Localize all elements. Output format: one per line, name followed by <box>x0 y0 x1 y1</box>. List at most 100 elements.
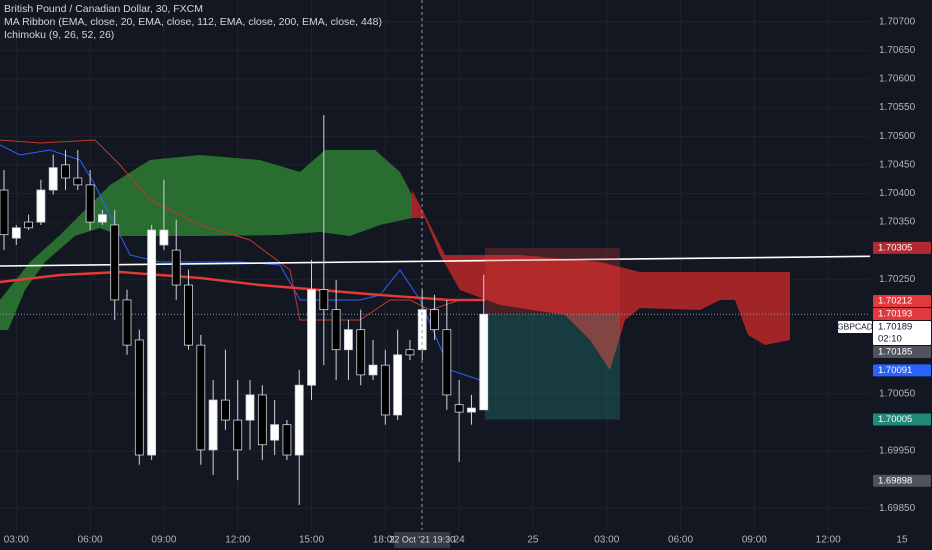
candle-body <box>11 227 21 239</box>
candle-body <box>319 289 329 311</box>
x-tick-label: 18:00 <box>373 535 398 546</box>
candle-body <box>147 229 157 456</box>
candle-body <box>134 339 144 456</box>
y-tick-label: 1.70350 <box>879 217 916 228</box>
price-countdown: 02:10 <box>878 334 902 345</box>
price-label-bg <box>873 321 931 346</box>
ichimoku-cloud-bear <box>412 190 790 370</box>
price-label: 1.70091 <box>878 365 912 376</box>
axes: 1.70700 1.70650 1.70600 1.70550 1.70500 1.704… <box>4 16 931 548</box>
candle-body <box>331 309 341 351</box>
candle-body <box>159 229 169 246</box>
x-tick-label: 03:00 <box>594 535 619 546</box>
candle-body <box>36 189 46 223</box>
crosshair-label: 22 Oct '21 19:30 <box>389 534 455 544</box>
y-tick-label: 1.69850 <box>879 503 916 514</box>
position-stop <box>485 247 620 315</box>
symbol-label: GBPCAD <box>837 321 873 331</box>
candle-body <box>454 404 464 413</box>
candle-body <box>61 164 70 179</box>
price-label-bg <box>873 308 931 321</box>
position-tool <box>0 247 870 420</box>
x-tick-label: 12:00 <box>816 535 841 546</box>
x-tick-label: 25 <box>527 535 539 546</box>
price-label: 1.69898 <box>878 475 912 486</box>
position-target <box>485 314 620 420</box>
candle-body <box>344 329 353 351</box>
candle-body <box>0 189 9 236</box>
price-label: 1.70189 <box>878 322 912 333</box>
price-axis <box>870 0 932 550</box>
y-tick-label: 1.70250 <box>879 274 916 285</box>
candles <box>0 115 489 505</box>
chart-title: British Pound / Canadian Dollar, 30, FXC… <box>4 3 203 15</box>
candle-body <box>85 184 95 223</box>
y-tick-label: 1.70650 <box>879 45 916 56</box>
candle-body <box>380 364 390 416</box>
price-label: 1.70005 <box>878 414 912 425</box>
crosshair-label-bg <box>394 532 451 548</box>
ema-line <box>0 270 485 302</box>
candle-body <box>48 167 58 191</box>
x-tick-label: 06:00 <box>78 535 103 546</box>
price-label: 1.70305 <box>878 242 912 253</box>
y-tick-label: 1.70600 <box>879 74 916 85</box>
x-tick-label: 12:00 <box>225 535 250 546</box>
y-tick-label: 1.70500 <box>879 131 916 142</box>
price-label-bg <box>873 474 931 487</box>
x-tick-label: 06:00 <box>668 535 693 546</box>
price-label-bg <box>873 364 931 377</box>
candle-body <box>356 329 366 376</box>
candle-body <box>221 399 230 421</box>
candle-body <box>368 364 378 376</box>
y-tick-label: 1.70400 <box>879 188 916 199</box>
candle-body <box>208 399 218 451</box>
ichimoku-cloud-bull <box>0 150 412 330</box>
x-tick-label: 09:00 <box>151 535 176 546</box>
x-tick-label: 15:00 <box>299 535 324 546</box>
candle-body <box>245 394 255 421</box>
candle-body <box>307 289 316 386</box>
y-tick-label: 1.70450 <box>879 159 916 170</box>
y-tick-label: 1.70050 <box>879 388 916 399</box>
candle-body <box>184 284 193 346</box>
y-tick-label: 1.70550 <box>879 102 916 113</box>
candle-body <box>294 384 304 456</box>
candle-body <box>479 313 489 411</box>
price-label-bg <box>873 346 931 359</box>
candle-body <box>257 394 267 446</box>
indicator-legend: MA Ribbon (EMA, close, 20, EMA, close, 1… <box>4 16 382 28</box>
price-label: 1.70193 <box>878 309 912 320</box>
candle-body <box>24 221 34 229</box>
candle-body <box>98 214 107 223</box>
candle-body <box>171 249 181 286</box>
price-label-bg <box>873 295 931 308</box>
x-tick-label: 15 <box>896 535 908 546</box>
indicator-legend: Ichimoku (9, 26, 52, 26) <box>4 29 114 41</box>
price-label: 1.70212 <box>878 296 912 307</box>
ichimoku-line <box>0 139 485 321</box>
candle-body <box>442 329 452 396</box>
price-label: 1.70185 <box>878 347 912 358</box>
price-label-bg <box>873 413 931 426</box>
y-tick-label: 1.69950 <box>879 446 916 457</box>
candle-body <box>73 177 83 186</box>
candle-body <box>430 309 439 331</box>
candle-body <box>233 419 243 451</box>
price-label-bg <box>873 241 931 254</box>
y-tick-label: 1.70700 <box>879 16 916 27</box>
candle-body <box>282 424 292 456</box>
candle-body <box>122 299 132 346</box>
x-tick-label: 09:00 <box>742 535 767 546</box>
candle-body <box>467 407 476 413</box>
x-tick-label: 24 <box>454 535 466 546</box>
candle-body <box>270 424 280 441</box>
candle-body <box>110 224 120 301</box>
candle-body <box>393 354 403 416</box>
x-tick-label: 03:00 <box>4 535 29 546</box>
candle-body <box>405 349 415 356</box>
candle-body <box>196 344 206 451</box>
symbol-label-bg <box>838 321 872 334</box>
